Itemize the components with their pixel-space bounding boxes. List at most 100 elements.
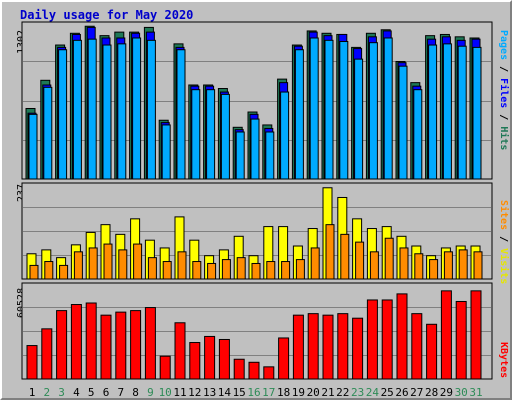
sites-bar [251,262,261,280]
pages-bar [161,124,171,180]
pages-bar [146,39,156,180]
sites-bar [177,251,187,280]
day-tick-label: 10 [159,386,172,398]
pages-bar [265,131,275,180]
kbytes-bar [366,299,378,380]
day-tick-label: 26 [395,386,408,398]
kbytes-bar [426,323,438,380]
pages-bar [206,89,216,180]
kbytes-bar [307,313,319,380]
sites-bar [133,243,143,280]
kbytes-bar [218,338,230,380]
sites-bar [384,237,394,280]
sites-bar [443,251,453,280]
sites-bar [236,257,246,280]
sites-bar [340,233,350,280]
day-tick-label: 20 [307,386,320,398]
sites-bar [355,241,365,280]
sites-bar [458,249,468,280]
pages-bar [368,42,378,180]
sites-bar [29,264,39,280]
kbytes-bar [396,293,408,380]
day-tick-label: 17 [262,386,275,398]
kbytes-bar [352,317,364,380]
pages-bar [87,38,97,180]
day-tick-label: 3 [58,386,65,398]
kbytes-bar [85,302,97,380]
pages-bar [220,93,230,180]
kbytes-bar [411,313,423,380]
sites-bar [147,257,157,280]
pages-bar [117,43,127,180]
day-tick-label: 1 [29,386,36,398]
sites-bar [44,261,54,280]
pages-bar [235,131,245,180]
sites-bar [192,261,202,280]
day-tick-label: 8 [132,386,139,398]
pages-bar [339,41,349,180]
kbytes-bar [100,314,112,380]
pages-bar [72,39,82,180]
kbytes-bar [263,366,275,380]
day-tick-label: 15 [233,386,246,398]
sites-bar [414,253,424,280]
day-tick-label: 25 [381,386,394,398]
kbytes-bar [204,335,216,380]
kbytes-bar [470,290,482,380]
day-tick-label: 2 [43,386,50,398]
graph-title: Daily usage for May 2020 [20,8,194,22]
kbytes-bar [455,300,467,380]
day-tick-label: 4 [73,386,80,398]
pages-bar [250,118,260,180]
sites-bar [429,259,439,280]
day-tick-label: 9 [147,386,154,398]
pages-bar [472,46,482,180]
kbytes-bar [41,328,53,380]
sites-bar [162,261,172,280]
pages-bar [324,39,334,180]
day-tick-label: 21 [321,386,334,398]
kbytes-bar [337,313,349,380]
sites-bar [118,249,128,280]
kbytes-bar [440,290,452,380]
day-tick-label: 31 [469,386,482,398]
kbytes-bar [144,307,156,380]
pages-bar [191,89,201,180]
day-tick-label: 22 [336,386,349,398]
pages-bar [294,49,304,180]
kbytes-bar [26,345,38,380]
day-tick-label: 18 [277,386,290,398]
pages-bar [43,86,53,180]
sites-bar [221,259,231,280]
day-tick-label: 28 [425,386,438,398]
kbytes-bar [130,310,142,380]
kbytes-bar [248,361,260,380]
pages-bar [309,37,319,180]
sites-bar [207,262,217,280]
kbytes-bar [292,314,304,380]
sites-bar [473,251,483,280]
sites-bar [310,247,320,280]
day-tick-label: 6 [103,386,110,398]
day-tick-label: 24 [366,386,380,398]
sites-bar [295,259,305,280]
sites-bar [88,247,98,280]
kbytes-bar [189,342,201,380]
day-tick-label: 5 [88,386,95,398]
pages-bar [280,91,290,180]
day-tick-label: 27 [410,386,423,398]
pages-bar [132,37,142,180]
pages-bar [428,44,438,180]
pages-bar [457,45,467,180]
day-tick-label: 7 [117,386,124,398]
day-tick-label: 19 [292,386,305,398]
sites-bar [325,224,335,280]
kbytes-bar [233,358,245,380]
sites-bar [369,251,379,280]
pages-bar [398,65,408,180]
day-tick-label: 14 [218,386,232,398]
day-tick-label: 16 [247,386,260,398]
kbytes-bar [56,310,68,380]
kbytes-bar [159,355,171,380]
